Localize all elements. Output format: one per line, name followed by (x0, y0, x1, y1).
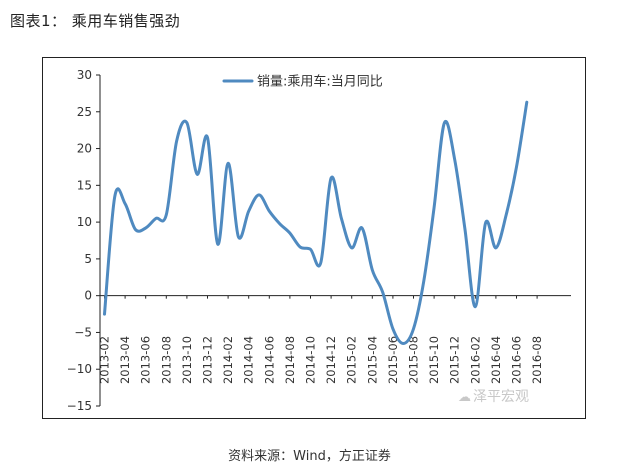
line-chart: 30 25 20 15 10 5 0 −5 −10 −15 2013-02 2013-04 2013-0… (67, 68, 571, 413)
x-tick-label: 2016-02 (468, 336, 482, 384)
x-tick-label: 2014-12 (324, 336, 338, 384)
x-tick-label: 2013-02 (98, 336, 112, 384)
chart-frame: 30 25 20 15 10 5 0 −5 −10 −15 2013-02 2013-04 2013-0… (42, 57, 586, 419)
x-tick-label: 2014-04 (242, 336, 256, 384)
y-tick-label: 30 (77, 68, 92, 82)
figure-title: 图表1： 乘用车销售强劲 (10, 12, 181, 30)
x-tick-label: 2014-02 (221, 336, 235, 384)
x-tick-label: 2013-04 (118, 336, 132, 384)
watermark: ☁ 泽平宏观 (458, 386, 529, 406)
y-tick-label: 10 (77, 215, 92, 229)
y-tick-label: −5 (74, 325, 92, 339)
speech-bubble-icon: ☁ (458, 390, 471, 405)
x-tick-label: 2016-04 (489, 336, 503, 384)
y-tick-label: −10 (67, 362, 92, 376)
x-tick-label: 2016-08 (530, 336, 544, 384)
x-tick-label: 2015-10 (427, 336, 441, 384)
x-tick-label: 2015-08 (407, 336, 421, 384)
y-tick-label: 15 (77, 178, 92, 192)
x-tick-label: 2014-10 (304, 336, 318, 384)
y-tick-label: 25 (77, 105, 92, 119)
x-tick-label: 2013-10 (180, 336, 194, 384)
x-tick-label: 2015-02 (345, 336, 359, 384)
x-tick-label: 2013-12 (201, 336, 215, 384)
y-tick-label: 20 (77, 142, 92, 156)
x-tick-label: 2013-06 (139, 336, 153, 384)
y-tick-label: 5 (84, 252, 92, 266)
x-tick-label: 2015-04 (365, 336, 379, 384)
y-tick-label: 0 (84, 289, 92, 303)
x-tick-label: 2015-12 (448, 336, 462, 384)
x-tick-label: 2014-06 (262, 336, 276, 384)
series-line (103, 100, 529, 345)
x-tick-label: 2014-08 (283, 336, 297, 384)
legend-label: 销量:乘用车:当月同比 (257, 74, 383, 90)
x-tick-label: 2016-06 (510, 336, 524, 384)
y-tick-label: −15 (67, 399, 92, 413)
watermark-text: 泽平宏观 (473, 389, 529, 405)
x-tick-label: 2015-06 (386, 336, 400, 384)
source-note: 资料来源：Wind，方正证券 (228, 449, 391, 464)
x-tick-label: 2013-08 (159, 336, 173, 384)
